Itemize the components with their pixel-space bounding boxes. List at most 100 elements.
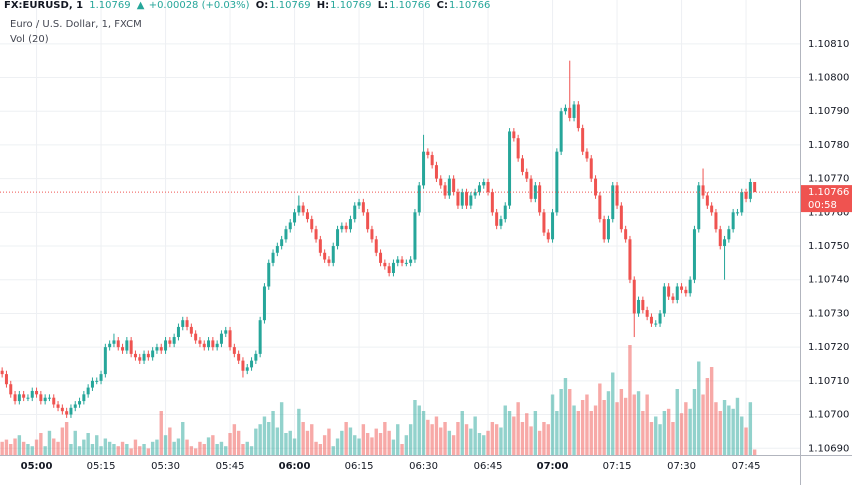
- volume-bar: [563, 378, 568, 455]
- ohlc-value: 1.10769: [269, 0, 310, 11]
- candle-body: [267, 262, 271, 287]
- candle-body: [387, 266, 391, 273]
- volume-bar: [727, 405, 731, 455]
- candle-body: [667, 286, 671, 297]
- volume-bar: [331, 446, 335, 455]
- candle-body: [456, 192, 460, 206]
- candle-body: [318, 239, 322, 253]
- candle-body: [323, 252, 327, 260]
- volume-bar: [357, 438, 361, 455]
- candle-body: [125, 340, 129, 351]
- candle-body: [228, 330, 232, 348]
- candle-body: [133, 353, 137, 358]
- volume-bar: [533, 411, 538, 455]
- candle-body: [211, 340, 215, 348]
- candle-body: [65, 411, 69, 415]
- candle-body: [82, 394, 86, 402]
- volume-bar: [206, 437, 211, 455]
- volume-pane: [0, 345, 757, 455]
- candle-body: [533, 185, 537, 199]
- volume-bar: [430, 424, 434, 455]
- candle-body: [275, 246, 279, 253]
- volume-bar: [370, 437, 374, 455]
- candle-body: [185, 320, 189, 327]
- candle-body: [245, 367, 249, 371]
- candle-body: [434, 165, 438, 179]
- candle-body: [688, 279, 692, 294]
- volume-bar: [542, 422, 546, 455]
- candle-body: [194, 333, 198, 341]
- candle-body: [525, 171, 529, 179]
- candle-body: [78, 401, 82, 405]
- candle-body: [17, 394, 21, 402]
- volume-bar: [150, 441, 155, 455]
- volume-bar: [327, 428, 331, 455]
- volume-bar: [714, 402, 718, 455]
- candle-body: [563, 107, 567, 112]
- candle-body: [606, 219, 610, 240]
- volume-bar: [176, 438, 181, 455]
- ohlc-label: C:: [437, 0, 448, 11]
- candle-body: [22, 394, 26, 398]
- volume-bar: [503, 405, 507, 455]
- volume-bar: [709, 367, 714, 455]
- current-price-label: 1.10766: [808, 187, 849, 198]
- volume-bar: [482, 435, 486, 455]
- volume-bar: [254, 428, 258, 455]
- candle-body: [26, 397, 30, 399]
- candle-body: [224, 330, 228, 334]
- y-tick-label: 1.10770: [808, 174, 849, 185]
- candle-body: [305, 212, 309, 220]
- volume-bar: [361, 424, 366, 455]
- volume-bar: [507, 411, 512, 455]
- x-tick-label: 07:30: [667, 461, 696, 472]
- volume-bar: [439, 427, 443, 455]
- candle-body: [490, 192, 494, 213]
- volume-bar: [318, 444, 323, 455]
- candle-body: [340, 225, 344, 230]
- volume-bar: [47, 430, 52, 455]
- candle-body: [357, 202, 361, 206]
- volume-bar: [181, 422, 185, 455]
- y-tick-label: 1.10810: [808, 39, 849, 50]
- candle-body: [619, 205, 623, 230]
- volume-bar: [550, 394, 555, 455]
- x-tick-label: 07:00: [537, 461, 569, 472]
- candle-body: [417, 185, 421, 213]
- volume-bar: [499, 427, 503, 455]
- candle-body: [56, 404, 60, 408]
- candle-body: [39, 394, 43, 402]
- volume-bar: [602, 400, 606, 455]
- volume-bar: [718, 411, 722, 455]
- change-arrow: ▲: [137, 0, 145, 11]
- candle-body: [710, 205, 714, 213]
- volume-bar: [426, 419, 430, 455]
- volume-bar: [163, 435, 168, 455]
- candle-body: [129, 340, 133, 354]
- candle-body: [465, 192, 469, 206]
- candle-body: [52, 397, 56, 405]
- candle-body: [142, 353, 146, 361]
- candle-body: [447, 178, 451, 196]
- x-tick-label: 06:15: [345, 461, 374, 472]
- y-tick-label: 1.10780: [808, 140, 849, 151]
- candle-body: [151, 350, 155, 358]
- volume-bar: [473, 416, 477, 455]
- candle-body: [262, 286, 266, 321]
- ohlc-value: 1.10769: [330, 0, 371, 11]
- volume-bar: [52, 438, 56, 455]
- candle-body: [409, 259, 413, 263]
- candle-body: [172, 337, 176, 344]
- candle-body: [744, 192, 748, 199]
- candle-body: [473, 192, 477, 196]
- candle-body: [219, 333, 223, 344]
- volume-bar: [645, 394, 649, 455]
- y-tick-label: 1.10800: [808, 73, 849, 84]
- volume-bar: [396, 424, 400, 455]
- candle-body: [546, 232, 550, 240]
- volume-bar: [211, 435, 215, 455]
- last-price: 1.10769: [89, 0, 130, 11]
- candle-body: [396, 259, 400, 263]
- y-tick-label: 1.10790: [808, 106, 849, 117]
- volume-bar: [559, 389, 563, 455]
